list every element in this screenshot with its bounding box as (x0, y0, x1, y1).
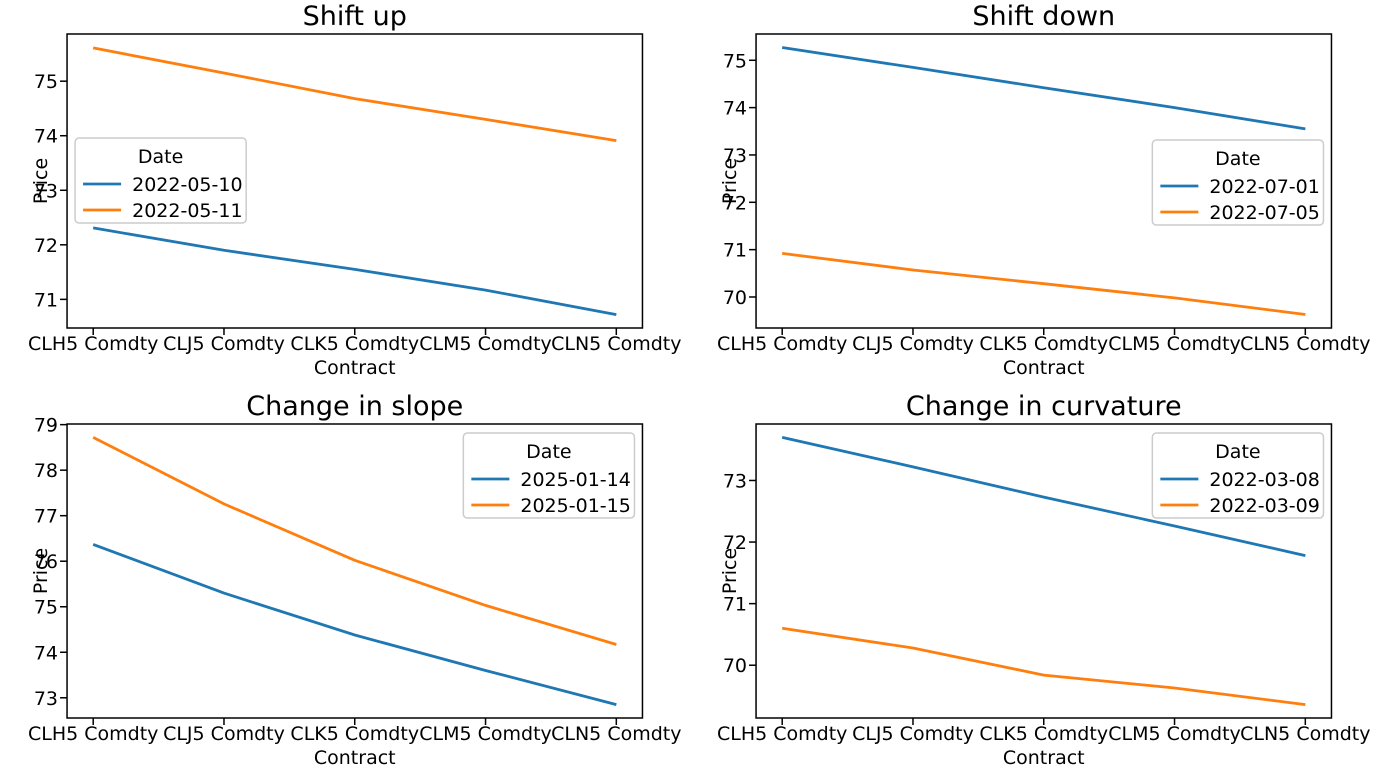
chart-title: Shift up (303, 1, 407, 32)
x-tick-label: CLM5 Comdty (1108, 723, 1241, 745)
series-line-2022-03-09 (781, 626, 1306, 706)
x-axis-label: Contract (1002, 357, 1084, 379)
x-tick-label: CLJ5 Comdty (163, 333, 285, 355)
y-axis-label: Price (30, 548, 52, 594)
y-tick-label: 71 (34, 289, 58, 311)
subplot-change-in-curvature: 70 71 72 73 CLH5 Comdty CLJ5 Comdty CLK5 Comdt… (689, 390, 1377, 781)
legend-label: 2022-05-11 (132, 200, 242, 222)
y-tick-label: 73 (722, 470, 746, 492)
legend: Date 2022-07-01 2022-07-05 (1151, 139, 1324, 226)
series-line-2025-01-15 (92, 436, 617, 646)
x-tick-label: CLH5 Comdty (28, 723, 158, 745)
y-axis-label: Price (30, 158, 52, 204)
y-axis-label: Price (719, 158, 741, 204)
x-tick-label: CLK5 Comdty (979, 723, 1108, 745)
y-tick-label: 71 (722, 240, 746, 262)
subplot-change-in-slope: 73 74 75 76 77 78 79 CLH5 Comdty CLJ5 Comdty CLK5… (0, 390, 689, 781)
series-line-2022-05-10 (92, 226, 617, 316)
legend-box (74, 137, 247, 224)
y-tick-label: 70 (722, 287, 746, 309)
y-tick-label: 74 (34, 642, 58, 664)
legend-label: 2025-01-14 (520, 469, 630, 491)
x-tick-label: CLH5 Comdty (716, 723, 846, 745)
y-tick-label: 70 (722, 655, 746, 677)
x-tick-label: CLK5 Comdty (290, 723, 419, 745)
y-tick-label: 73 (34, 180, 58, 202)
x-tick-label: CLK5 Comdty (290, 333, 419, 355)
series-line-2022-05-11 (92, 46, 617, 142)
y-tick-label: 72 (34, 235, 58, 257)
legend-title: Date (138, 146, 183, 168)
x-tick-label: CLJ5 Comdty (163, 723, 285, 745)
legend: Date 2022-05-10 2022-05-11 (74, 137, 247, 224)
x-axis-label: Contract (1002, 747, 1084, 769)
y-tick-label: 74 (34, 126, 58, 148)
series-line-2022-07-01 (781, 46, 1306, 131)
legend: Date 2022-03-08 2022-03-09 (1151, 432, 1324, 519)
chart-title: Change in curvature (905, 391, 1181, 422)
y-tick-label: 79 (34, 415, 58, 437)
x-tick-label: CLN5 Comdty (551, 333, 681, 355)
subplot-shift-down: 70 71 72 73 74 75 CLH5 Comdty CLJ5 Comdty CLK5 C… (689, 0, 1377, 390)
chart-title: Change in slope (246, 391, 463, 422)
chart-change-in-slope: 73 74 75 76 77 78 79 CLH5 Comdty CLJ5 Comdty CLK5… (28, 391, 682, 769)
x-axis-label: Contract (314, 357, 396, 379)
y-tick-label: 72 (722, 532, 746, 554)
legend-box (1151, 432, 1324, 519)
y-tick-label: 77 (34, 506, 58, 528)
x-tick-label: CLM5 Comdty (419, 723, 552, 745)
x-tick-label: CLJ5 Comdty (852, 723, 974, 745)
y-tick-label: 74 (722, 98, 746, 120)
legend-box (462, 432, 636, 519)
legend: Date 2025-01-14 2025-01-15 (462, 432, 636, 519)
legend-title: Date (1215, 148, 1260, 170)
x-tick-label: CLN5 Comdty (1240, 723, 1370, 745)
chart-shift-up: 71 72 73 74 75 CLH5 Comdty CLJ5 Comdty CLK5 Com… (28, 1, 682, 379)
y-tick-label: 71 (722, 594, 746, 616)
x-tick-label: CLN5 Comdty (1240, 333, 1370, 355)
y-tick-label: 72 (722, 192, 746, 214)
legend-title: Date (526, 441, 571, 463)
x-tick-label: CLH5 Comdty (28, 333, 158, 355)
x-tick-label: CLM5 Comdty (419, 333, 552, 355)
x-tick-label: CLN5 Comdty (551, 723, 681, 745)
y-tick-label: 78 (34, 460, 58, 482)
subplot-shift-up: 71 72 73 74 75 CLH5 Comdty CLJ5 Comdty CLK5 Com… (0, 0, 689, 390)
x-tick-label: CLM5 Comdty (1108, 333, 1241, 355)
chart-change-in-curvature: 70 71 72 73 CLH5 Comdty CLJ5 Comdty CLK5 Comdt… (716, 391, 1370, 769)
x-axis-label: Contract (314, 747, 396, 769)
y-axis-label: Price (719, 548, 741, 594)
series-line-2022-03-08 (781, 436, 1306, 557)
y-tick-label: 75 (34, 597, 58, 619)
legend-label: 2022-07-05 (1209, 202, 1319, 224)
series-line-2022-07-05 (781, 252, 1306, 316)
y-tick-label: 73 (722, 145, 746, 167)
legend-title: Date (1215, 441, 1260, 463)
legend-label: 2022-05-10 (132, 174, 242, 196)
x-tick-label: CLH5 Comdty (716, 333, 846, 355)
legend-box (1151, 139, 1324, 226)
chart-shift-down: 70 71 72 73 74 75 CLH5 Comdty CLJ5 Comdty CLK5 C… (716, 1, 1370, 379)
legend-label: 2022-07-01 (1209, 176, 1319, 198)
x-tick-label: CLJ5 Comdty (852, 333, 974, 355)
series-line-2025-01-14 (92, 543, 617, 706)
chart-title: Shift down (972, 1, 1115, 32)
x-tick-label: CLK5 Comdty (979, 333, 1108, 355)
y-tick-label: 73 (34, 688, 58, 710)
y-tick-label: 75 (34, 71, 58, 93)
legend-label: 2025-01-15 (520, 495, 630, 517)
y-tick-label: 76 (34, 551, 58, 573)
y-tick-label: 75 (722, 50, 746, 72)
legend-label: 2022-03-09 (1209, 495, 1319, 517)
legend-label: 2022-03-08 (1209, 469, 1319, 491)
